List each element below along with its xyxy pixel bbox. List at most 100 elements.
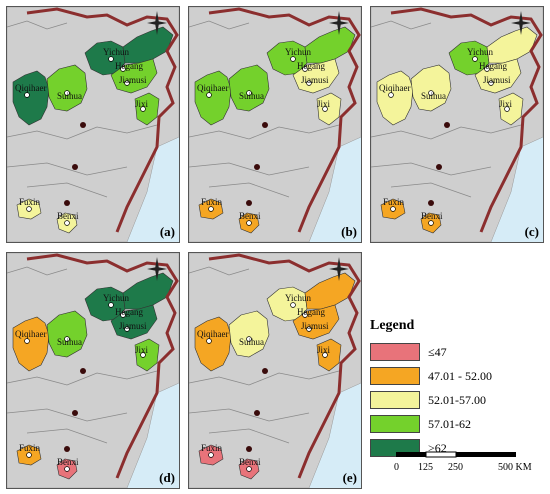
city-marker-hegang	[302, 312, 308, 318]
map-panel-d: Qiqihaer Suihua Yichun Hegang Jiamusi Jixi Fux…	[6, 252, 180, 489]
capital-marker	[262, 368, 268, 374]
city-marker-jiamusi	[124, 80, 130, 86]
legend-label: 47.01 - 52.00	[428, 368, 492, 383]
city-label-yichun: Yichun	[285, 293, 311, 303]
scale-segment	[425, 451, 457, 458]
legend-swatch	[370, 367, 420, 385]
capital-marker	[64, 446, 70, 452]
scale-label: 250	[448, 462, 463, 473]
province-boundary	[7, 20, 158, 198]
city-label-qiqihaer: Qiqihaer	[197, 83, 229, 93]
legend-swatch	[370, 415, 420, 433]
national-border	[26, 253, 179, 479]
capital-marker	[72, 410, 78, 416]
city-label-fuxin: Fuxin	[383, 197, 405, 207]
panel-label: (a)	[159, 224, 175, 239]
city-marker-qiqihaer	[206, 92, 212, 98]
capital-marker	[254, 164, 260, 170]
sea-area	[491, 137, 543, 242]
region-suihua	[46, 64, 88, 112]
city-marker-hegang	[120, 66, 126, 72]
city-marker-yichun	[108, 56, 114, 62]
north-arrow-icon	[329, 257, 349, 281]
city-label-qiqihaer: Qiqihaer	[197, 329, 229, 339]
legend-label: >62	[428, 440, 447, 455]
legend-swatch	[370, 391, 420, 409]
region-suihua	[46, 310, 88, 358]
province-boundary	[189, 20, 340, 198]
capital-marker	[428, 200, 434, 206]
capital-marker	[80, 368, 86, 374]
city-marker-jiamusi	[306, 80, 312, 86]
north-arrow-icon	[147, 11, 167, 35]
city-marker-jixi	[140, 106, 146, 112]
map-svg: Qiqihaer Suihua Yichun Hegang Jiamusi Jixi Fux…	[7, 7, 179, 242]
map-panel-c: Qiqihaer Suihua Yichun Hegang Jiamusi Jixi Fux…	[370, 6, 544, 243]
city-marker-suihua	[64, 90, 70, 96]
region-hegang	[122, 26, 174, 64]
region-qiqihaer	[194, 70, 232, 126]
capital-marker	[246, 446, 252, 452]
city-marker-jixi	[504, 106, 510, 112]
sea-area	[309, 383, 361, 488]
city-marker-jiamusi	[306, 326, 312, 332]
city-label-jiamusi: Jiamusi	[119, 75, 147, 85]
city-label-qiqihaer: Qiqihaer	[15, 83, 47, 93]
city-marker-suihua	[64, 336, 70, 342]
legend-title: Legend	[370, 318, 415, 333]
legend-label: 57.01-62	[428, 416, 471, 431]
region-suihua	[228, 64, 270, 112]
city-marker-suihua	[246, 90, 252, 96]
map-svg: Qiqihaer Suihua Yichun Hegang Jiamusi Jixi Fux…	[7, 253, 179, 488]
city-label-suihua: Suihua	[239, 91, 264, 101]
national-border	[208, 253, 361, 479]
city-marker-yichun	[290, 302, 296, 308]
scale-segment	[456, 452, 516, 457]
city-marker-hegang	[484, 66, 490, 72]
region-jixi	[134, 92, 160, 126]
map-svg: Qiqihaer Suihua Yichun Hegang Jiamusi Jixi Fux…	[189, 7, 361, 242]
city-marker-fuxin	[26, 452, 32, 458]
city-label-hegang: Hegang	[115, 61, 143, 71]
city-label-hegang: Hegang	[115, 307, 143, 317]
sea-area	[127, 137, 179, 242]
city-marker-qiqihaer	[388, 92, 394, 98]
sea-area	[309, 137, 361, 242]
sea-area	[127, 383, 179, 488]
city-label-hegang: Hegang	[479, 61, 507, 71]
city-label-benxi: Benxi	[239, 211, 261, 221]
national-border	[390, 7, 543, 233]
city-marker-benxi	[64, 466, 70, 472]
capital-marker	[436, 164, 442, 170]
city-label-suihua: Suihua	[239, 337, 264, 347]
city-label-benxi: Benxi	[57, 457, 79, 467]
city-marker-hegang	[302, 66, 308, 72]
scale-bar: 0 125 250 500 KM	[392, 450, 542, 480]
capital-marker	[64, 200, 70, 206]
city-label-jixi: Jixi	[135, 99, 149, 109]
north-arrow-icon	[329, 11, 349, 35]
city-label-jixi: Jixi	[317, 99, 331, 109]
city-marker-jixi	[140, 352, 146, 358]
region-jixi	[316, 338, 342, 372]
region-suihua	[228, 310, 270, 358]
region-qiqihaer	[376, 70, 414, 126]
city-label-qiqihaer: Qiqihaer	[15, 329, 47, 339]
city-marker-fuxin	[26, 206, 32, 212]
panel-label: (b)	[341, 224, 357, 239]
capital-marker	[80, 122, 86, 128]
region-jixi	[134, 338, 160, 372]
legend: Legend ≤47 47.01 - 52.00 52.01-57.00 57.…	[370, 318, 545, 460]
region-jixi	[316, 92, 342, 126]
city-label-fuxin: Fuxin	[19, 197, 41, 207]
city-marker-yichun	[290, 56, 296, 62]
legend-label: ≤47	[428, 344, 447, 359]
legend-item: 47.01 - 52.00	[370, 366, 545, 386]
city-marker-suihua	[428, 90, 434, 96]
city-label-jiamusi: Jiamusi	[483, 75, 511, 85]
city-label-hegang: Hegang	[297, 61, 325, 71]
city-label-hegang: Hegang	[297, 307, 325, 317]
city-label-yichun: Yichun	[467, 47, 493, 57]
national-border	[208, 7, 361, 233]
capital-marker	[444, 122, 450, 128]
